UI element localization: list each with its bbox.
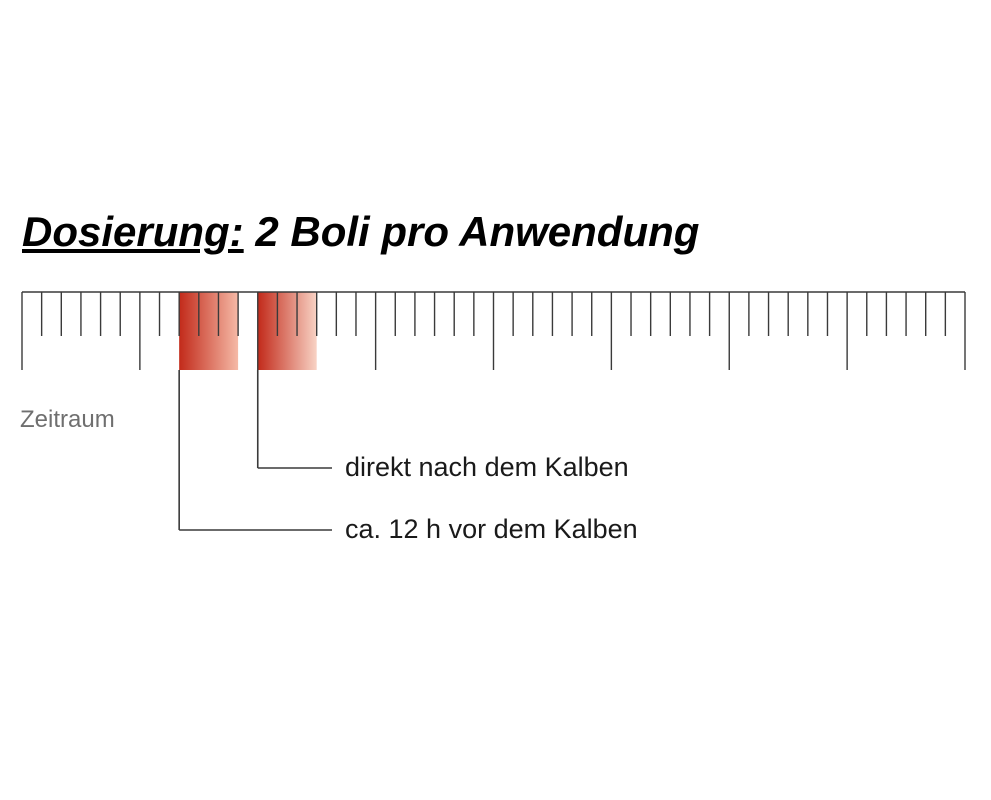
callout-label-12h: ca. 12 h vor dem Kalben bbox=[345, 514, 638, 545]
axis-label-zeitraum: Zeitraum bbox=[20, 406, 115, 434]
diagram-canvas: Dosierung: 2 Boli pro Anwendung Zeitraum… bbox=[0, 0, 991, 800]
callout-label-direkt: direkt nach dem Kalben bbox=[345, 452, 629, 483]
timeline-svg bbox=[0, 0, 991, 800]
